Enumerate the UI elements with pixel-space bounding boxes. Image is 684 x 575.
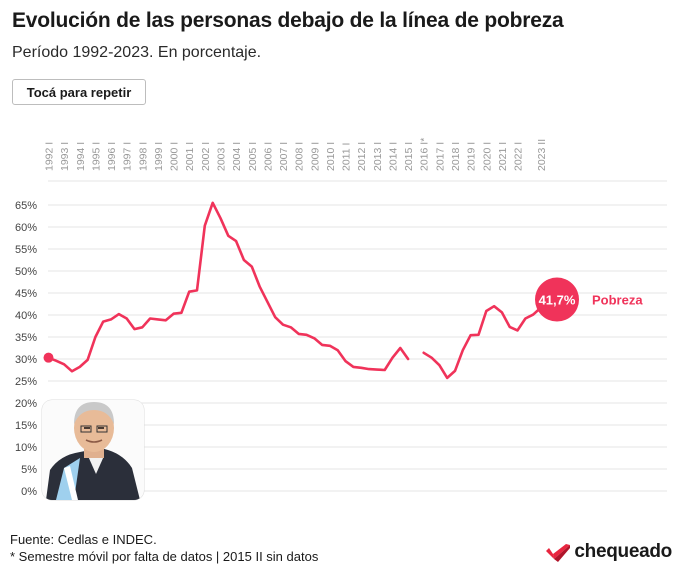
president-photo xyxy=(41,399,145,501)
y-tick-label: 20% xyxy=(15,398,37,410)
x-tick-label: 1996 I xyxy=(106,142,118,171)
y-tick-label: 10% xyxy=(15,442,37,454)
x-tick-label: 2008 I xyxy=(294,142,306,171)
source-note: Fuente: Cedlas e INDEC. * Semestre móvil… xyxy=(10,531,318,565)
y-tick-label: 30% xyxy=(15,354,37,366)
series-line-segment xyxy=(47,201,410,373)
y-tick-label: 15% xyxy=(15,420,37,432)
footnote-text: * Semestre móvil por falta de datos | 20… xyxy=(10,549,319,564)
x-tick-label: 2009 I xyxy=(309,142,321,171)
y-tick-label: 0% xyxy=(21,486,37,498)
y-tick-label: 25% xyxy=(15,376,37,388)
x-tick-label: 1993 I xyxy=(59,142,71,171)
x-tick-label: 2011 I xyxy=(341,143,353,171)
x-tick-label: 2017 I xyxy=(434,142,446,171)
x-tick-label: 2005 I xyxy=(247,142,259,171)
x-tick-label: 2021 I xyxy=(497,142,509,171)
x-tick-label: 2022 I xyxy=(513,142,525,171)
x-tick-label: 2023 II xyxy=(536,139,548,171)
x-tick-label: 2012 I xyxy=(356,142,368,171)
replay-button[interactable]: Tocá para repetir xyxy=(12,79,146,105)
y-tick-label: 65% xyxy=(15,200,37,212)
y-tick-label: 50% xyxy=(15,266,37,278)
logo-wordmark: chequeado xyxy=(574,541,672,562)
x-tick-label: 1998 I xyxy=(137,142,149,171)
y-axis: 0% 5% 10% 15% 20% 25% 30% 35% 40% 45% 50% 55% 60% 65% xyxy=(15,200,37,498)
x-tick-label: 2002 I xyxy=(200,142,212,171)
x-tick-label: 1997 I xyxy=(122,142,134,171)
x-tick-label: 1994 I xyxy=(75,142,87,171)
x-tick-label: 1992 I xyxy=(44,142,56,171)
x-tick-label: 2020 I xyxy=(481,142,493,171)
x-axis: 1992 I 1993 I 1994 I 1995 I 1996 I 1997 I 1998… xyxy=(44,138,549,171)
x-tick-label: 1999 I xyxy=(153,142,165,171)
end-value-label: 41,7% xyxy=(539,293,576,308)
series-line-segment xyxy=(422,304,543,380)
x-tick-label: 2000 I xyxy=(169,142,181,171)
x-tick-label: 2014 I xyxy=(387,142,399,171)
poverty-line-chart: 0% 5% 10% 15% 20% 25% 30% 35% 40% 45% 50% 55% 60% 65%… xyxy=(15,138,667,501)
series-pobreza: 41,7% Pobreza xyxy=(43,201,643,380)
y-tick-label: 55% xyxy=(15,244,37,256)
y-tick-label: 35% xyxy=(15,332,37,344)
x-tick-label: 2001 I xyxy=(184,142,196,171)
x-tick-label: 2013 I xyxy=(372,142,384,171)
end-value-marker xyxy=(535,277,579,322)
x-tick-label: 2006 I xyxy=(262,142,274,171)
x-tick-label: 2003 I xyxy=(215,142,227,171)
x-tick-label: 2016 I* xyxy=(419,138,431,171)
chequeado-logo: chequeado xyxy=(545,541,672,563)
x-tick-label: 1995 I xyxy=(90,142,102,171)
x-tick-label: 2010 I xyxy=(325,142,337,171)
chart-subtitle: Período 1992-2023. En porcentaje. xyxy=(12,44,262,61)
x-tick-label: 2015 I xyxy=(403,142,415,171)
series-name-label: Pobreza xyxy=(592,293,643,308)
x-tick-label: 2007 I xyxy=(278,142,290,171)
x-tick-label: 2018 I xyxy=(450,142,462,171)
chart-title: Evolución de las personas debajo de la l… xyxy=(12,9,564,32)
grid-lines xyxy=(48,180,667,492)
y-tick-label: 5% xyxy=(21,464,37,476)
x-tick-label: 2019 I xyxy=(466,142,478,171)
y-tick-label: 40% xyxy=(15,310,37,322)
source-text: Fuente: Cedlas e INDEC. xyxy=(10,532,157,547)
y-tick-label: 45% xyxy=(15,288,37,300)
chequeado-logo-icon xyxy=(546,544,571,562)
y-tick-label: 60% xyxy=(15,222,37,234)
series-start-point xyxy=(43,352,54,363)
x-tick-label: 2004 I xyxy=(231,142,243,171)
